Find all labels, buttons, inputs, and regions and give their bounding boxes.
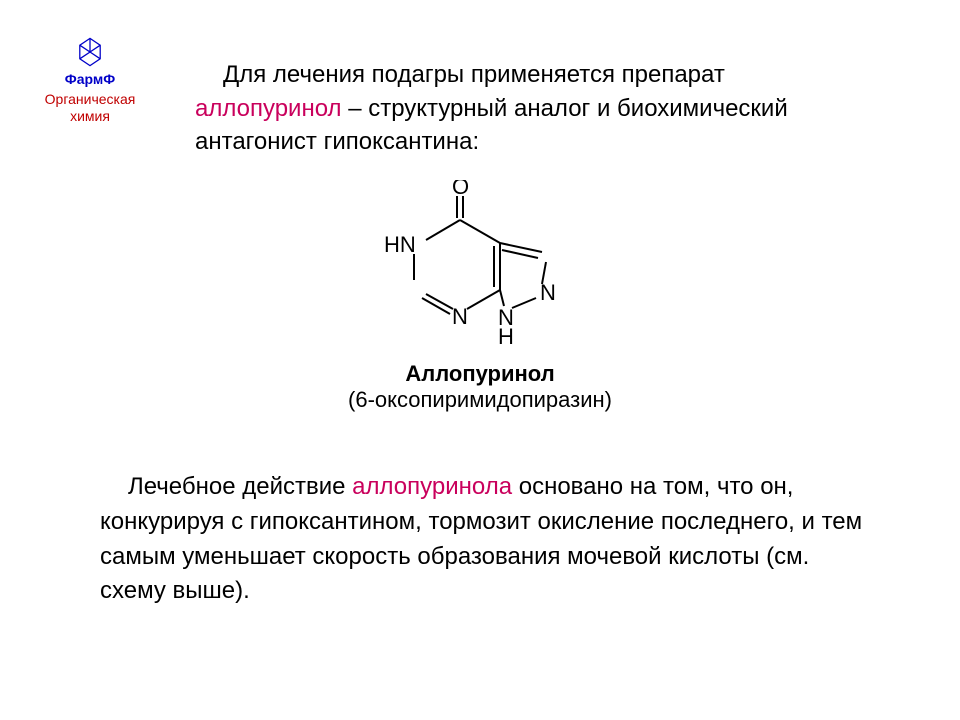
logo-block: ФармФ Органическая химия [30,35,150,125]
allopurinol-svg: O HN N N N H [370,180,590,355]
chemical-structure: O HN N N N H Аллопуринол (6-оксопиримидо… [320,180,640,413]
logo-title: ФармФ [30,71,150,87]
para2-pre: Лечебное действие [128,473,352,500]
structure-name: Аллопуринол [320,361,640,387]
atom-N-right: N [540,280,556,305]
para1-pre: Для лечения подагры применяется препарат [223,61,725,88]
structure-iupac: (6-оксопиримидопиразин) [320,387,640,413]
para1-highlight: аллопуринол [195,95,342,122]
para2-highlight: аллопуринола [352,473,512,500]
logo-subtitle: Органическая химия [30,91,150,125]
intro-paragraph: Для лечения подагры применяется препарат… [195,58,875,159]
logo-icon [73,35,107,69]
atom-H: H [498,324,514,349]
mechanism-paragraph: Лечебное действие аллопуринола основано … [100,470,870,609]
atom-O: O [452,180,469,199]
atom-HN: HN [384,232,416,257]
atom-N-bottom: N [452,304,468,329]
